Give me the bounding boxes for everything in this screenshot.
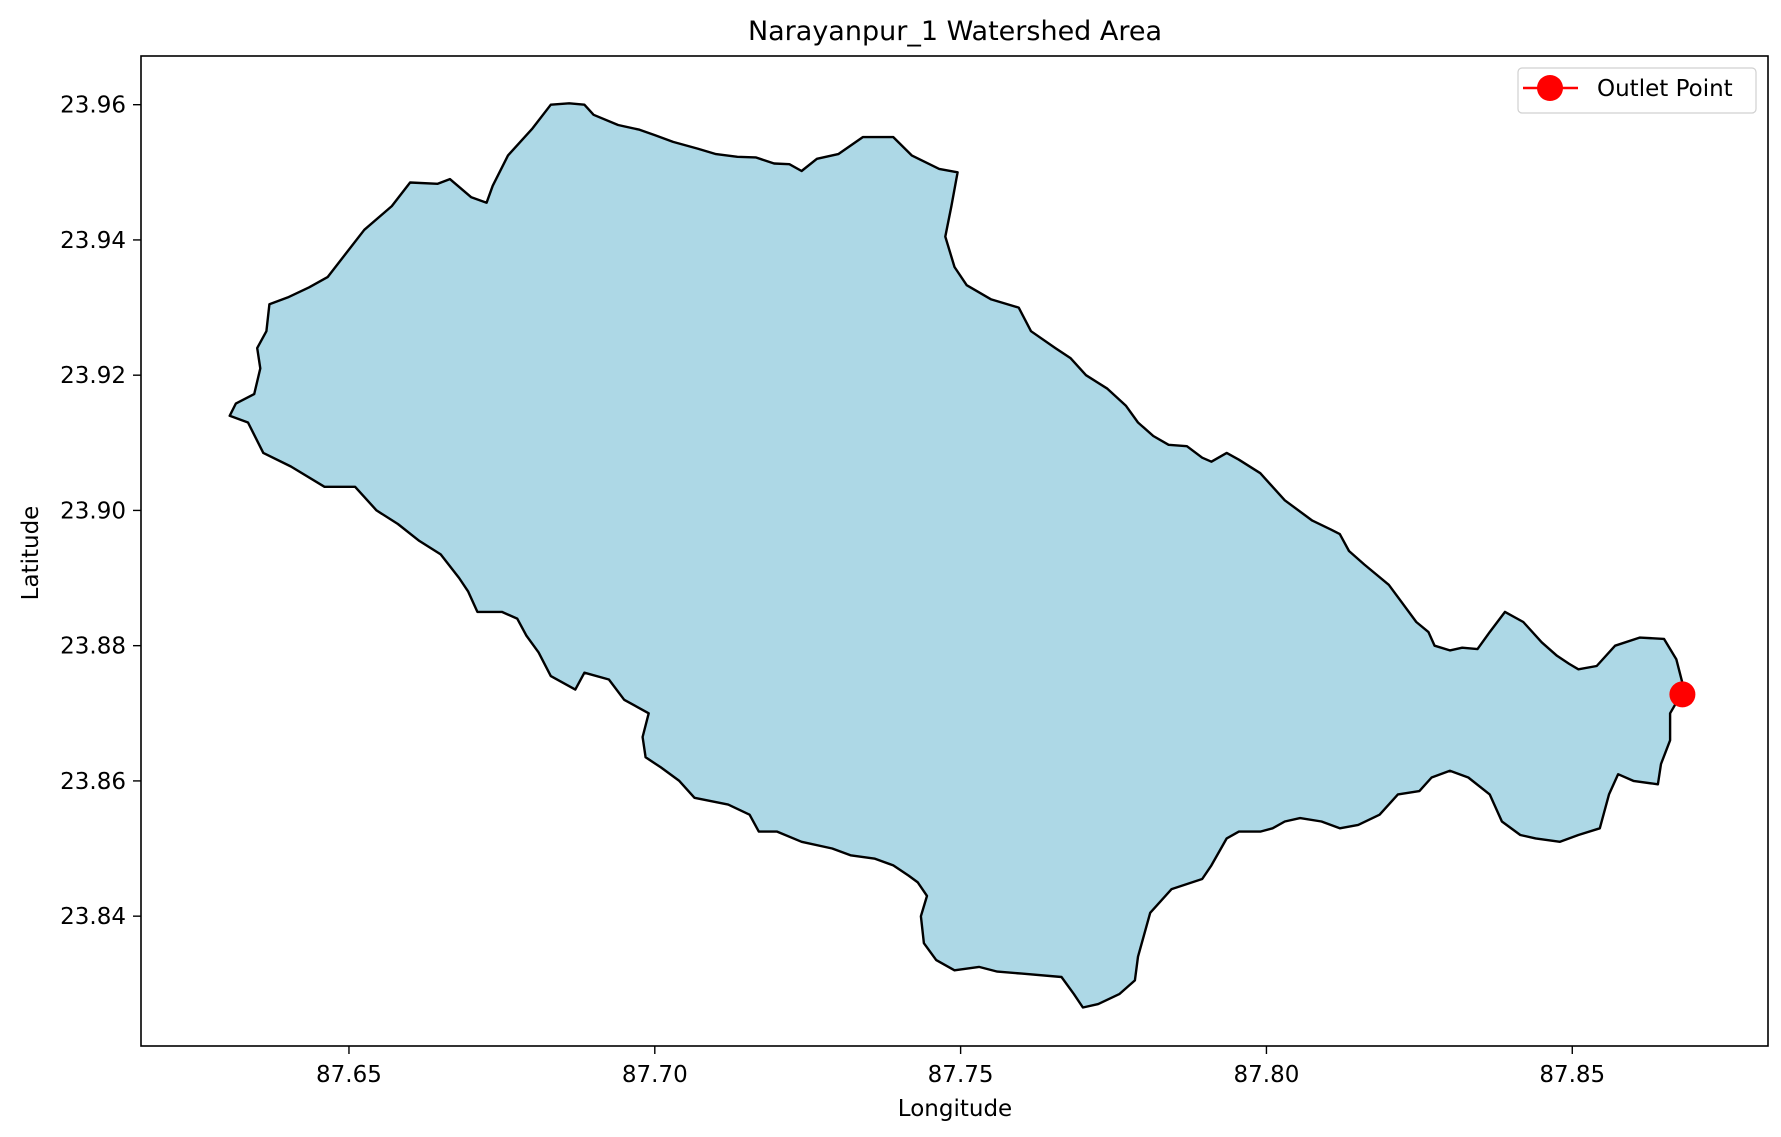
legend: Outlet Point — [1517, 67, 1757, 114]
plot-area — [140, 55, 1769, 1047]
x-tick-label: 87.70 — [622, 1062, 688, 1088]
y-tick-label: 23.90 — [60, 498, 126, 524]
x-axis-ticks: 87.65 87.70 87.75 87.80 87.85 — [316, 1046, 1605, 1088]
y-axis-label: Latitude — [18, 506, 44, 601]
x-tick-label: 87.80 — [1234, 1062, 1300, 1088]
axes-frame — [140, 55, 1769, 1047]
outlet-point-marker — [1669, 681, 1696, 708]
x-tick-label: 87.85 — [1539, 1062, 1605, 1088]
chart-title: Narayanpur_1 Watershed Area — [748, 16, 1162, 47]
x-tick-label: 87.75 — [928, 1062, 994, 1088]
legend-label-outlet-point: Outlet Point — [1597, 76, 1733, 102]
y-tick-label: 23.84 — [60, 904, 126, 930]
y-tick-label: 23.88 — [60, 634, 126, 660]
y-tick-label: 23.92 — [60, 363, 126, 389]
y-tick-label: 23.94 — [60, 228, 126, 254]
y-tick-label: 23.96 — [60, 93, 126, 119]
x-axis-label: Longitude — [898, 1096, 1012, 1122]
x-tick-label: 87.65 — [316, 1062, 382, 1088]
y-tick-label: 23.86 — [60, 769, 126, 795]
legend-marker-swatch — [1537, 75, 1563, 101]
legend-box — [1517, 67, 1757, 114]
y-axis-ticks: 23.84 23.86 23.88 23.90 23.92 23.94 23.96 — [60, 93, 141, 930]
